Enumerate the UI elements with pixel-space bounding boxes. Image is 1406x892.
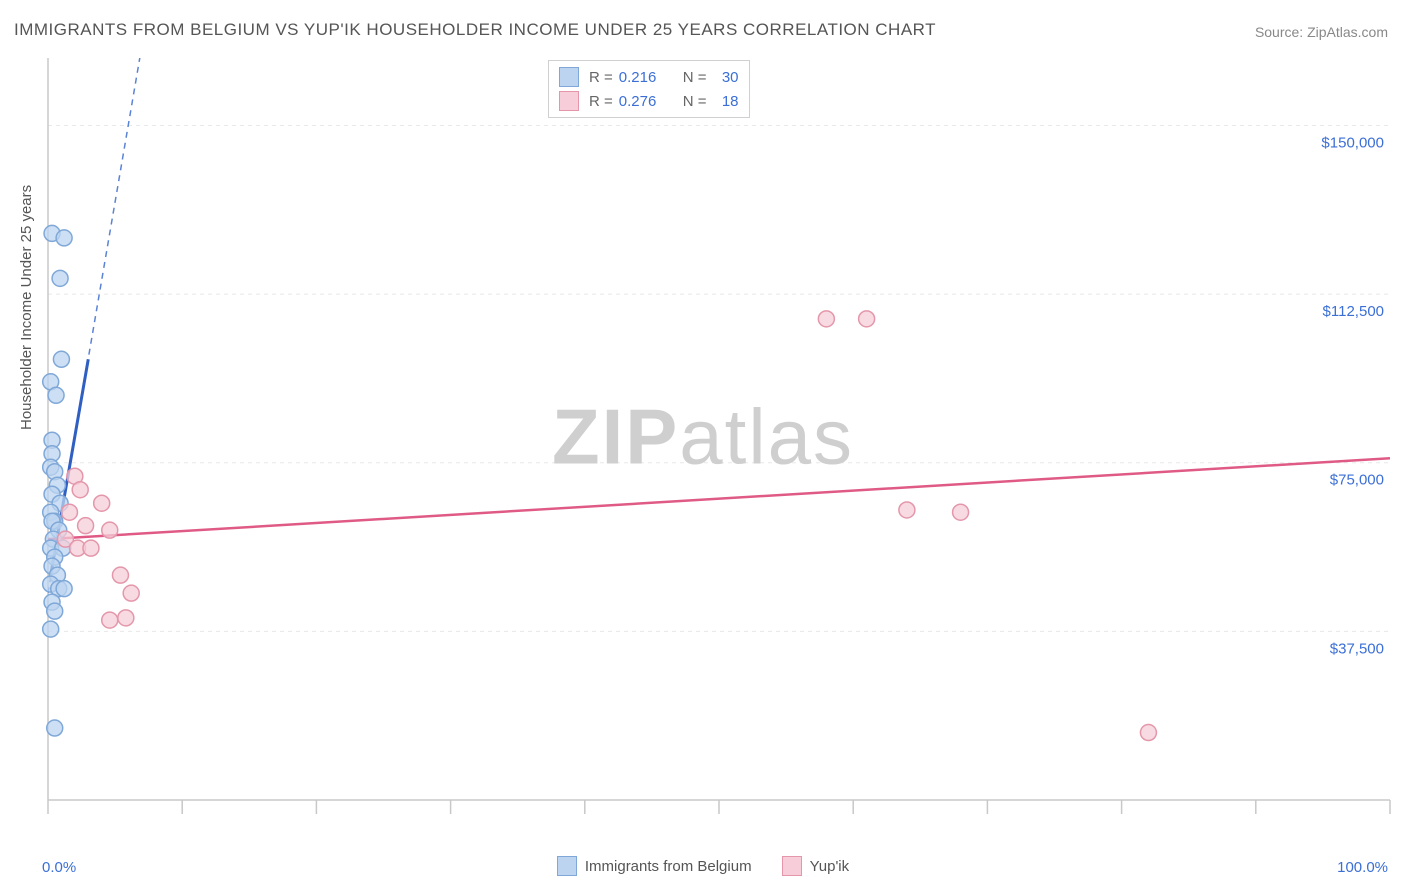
r-label: R =: [589, 69, 613, 86]
swatch-yupik: [782, 856, 802, 876]
svg-text:$150,000: $150,000: [1321, 134, 1384, 151]
legend-label-belgium: Immigrants from Belgium: [585, 858, 752, 875]
legend-item-yupik: Yup'ik: [782, 856, 850, 876]
n-value-yupik: 18: [713, 93, 739, 110]
legend-row-yupik: R = 0.276 N = 18: [559, 89, 739, 113]
scatter-chart: $37,500 $75,000 $112,500 $150,000: [0, 0, 1406, 892]
svg-text:$112,500: $112,500: [1323, 303, 1384, 320]
legend-row-belgium: R = 0.216 N = 30: [559, 65, 739, 89]
svg-text:$75,000: $75,000: [1330, 472, 1384, 489]
legend-label-yupik: Yup'ik: [810, 858, 850, 875]
svg-text:$37,500: $37,500: [1330, 640, 1384, 657]
n-label: N =: [683, 69, 707, 86]
swatch-belgium: [557, 856, 577, 876]
legend-series: Immigrants from Belgium Yup'ik: [0, 856, 1406, 876]
r-label: R =: [589, 93, 613, 110]
swatch-belgium: [559, 67, 579, 87]
n-value-belgium: 30: [713, 69, 739, 86]
r-value-yupik: 0.276: [619, 93, 665, 110]
legend-item-belgium: Immigrants from Belgium: [557, 856, 752, 876]
legend-correlation: R = 0.216 N = 30 R = 0.276 N = 18: [548, 60, 750, 118]
swatch-yupik: [559, 91, 579, 111]
n-label: N =: [683, 93, 707, 110]
r-value-belgium: 0.216: [619, 69, 665, 86]
